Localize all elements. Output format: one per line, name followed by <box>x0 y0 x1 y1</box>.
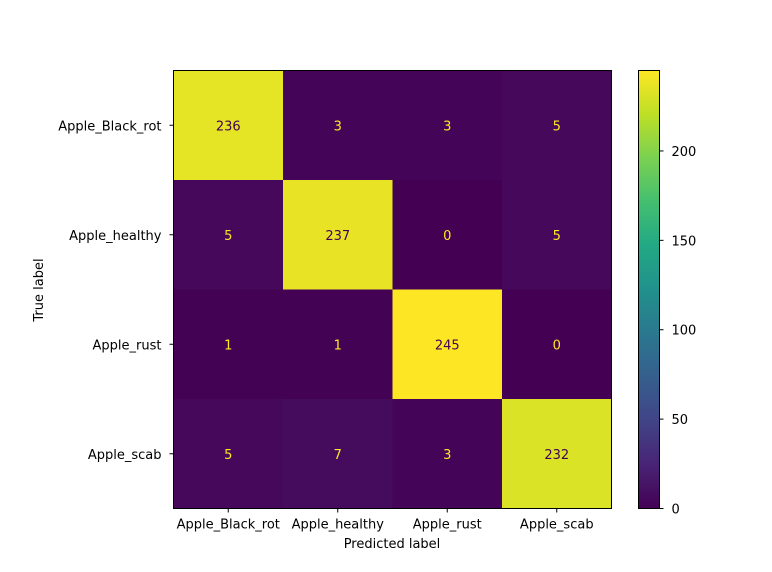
cell-value-label: 3 <box>443 119 451 134</box>
colorbar <box>638 70 660 509</box>
heatmap-cell <box>283 180 393 290</box>
cell-value-label: 3 <box>443 448 451 463</box>
cell-value-label: 5 <box>553 229 561 244</box>
colorbar-tick-label: 0 <box>672 503 680 518</box>
cell-value-label: 1 <box>224 338 232 353</box>
colorbar-tick-label: 100 <box>672 324 697 339</box>
x-axis-ticks: Apple_Black_rot Apple_healthy Apple_rust Ap… <box>177 508 594 533</box>
y-tick-label: Apple_healthy <box>69 229 162 244</box>
heatmap-cell <box>283 289 393 400</box>
cell-value-label: 5 <box>224 448 232 463</box>
x-tick-label: Apple_Black_rot <box>177 518 280 533</box>
heatmap-cell <box>502 399 612 509</box>
heatmap-cell <box>392 70 503 181</box>
colorbar-tick-label: 50 <box>672 413 689 428</box>
heatmap-cell <box>392 180 503 290</box>
cell-value-label: 7 <box>334 448 342 463</box>
x-tick-label: Apple_healthy <box>292 518 385 533</box>
heatmap-cell <box>173 399 284 509</box>
x-axis-label: Predicted label <box>344 537 441 552</box>
cell-value-label: 3 <box>334 119 342 134</box>
cell-value-label: 0 <box>443 229 451 244</box>
heatmap-cells <box>173 70 612 509</box>
heatmap-cell <box>173 180 284 290</box>
cell-value-label: 5 <box>553 119 561 134</box>
heatmap-cell <box>173 70 284 181</box>
heatmap-cell <box>392 289 503 400</box>
colorbar-tick-label: 150 <box>672 234 697 249</box>
y-axis-ticks: Apple_Black_rot Apple_healthy Apple_rust Ap… <box>58 119 174 463</box>
heatmap-cell <box>283 399 393 509</box>
cell-value-label: 5 <box>224 229 232 244</box>
y-tick-label: Apple_rust <box>93 338 162 353</box>
colorbar-tick-label: 200 <box>672 145 697 160</box>
heatmap-cell <box>173 289 284 400</box>
plot-frame <box>173 70 612 509</box>
y-axis-label: True label <box>32 258 47 322</box>
cell-value-label: 1 <box>334 338 342 353</box>
cell-value-label: 237 <box>325 229 350 244</box>
heatmap-cell <box>502 70 612 181</box>
colorbar-ticks: 0 50 100 150 200 <box>659 145 697 518</box>
y-tick-label: Apple_Black_rot <box>58 119 161 134</box>
cell-value-label: 232 <box>544 448 569 463</box>
heatmap-cell <box>502 289 612 400</box>
x-tick-label: Apple_scab <box>520 518 594 533</box>
x-tick-label: Apple_rust <box>413 518 482 533</box>
cell-value-label: 236 <box>216 119 241 134</box>
heatmap-cell <box>283 70 393 181</box>
cell-value-label: 245 <box>435 338 460 353</box>
heatmap-cell <box>392 399 503 509</box>
y-tick-label: Apple_scab <box>88 448 162 463</box>
heatmap-cell-labels: 236 3 3 5 5 237 0 5 1 1 245 0 5 7 3 232 <box>216 119 569 463</box>
heatmap-cell <box>502 180 612 290</box>
cell-value-label: 0 <box>553 338 561 353</box>
